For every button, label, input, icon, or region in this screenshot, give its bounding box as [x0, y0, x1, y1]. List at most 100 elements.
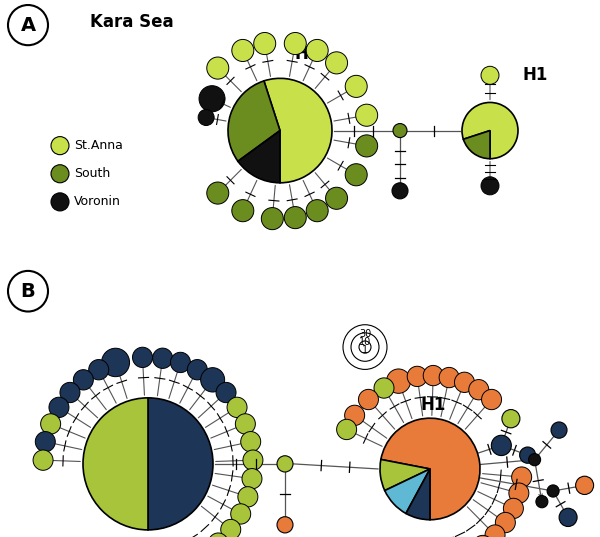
- Circle shape: [520, 447, 536, 463]
- Circle shape: [238, 487, 258, 507]
- Wedge shape: [385, 469, 430, 513]
- Circle shape: [187, 360, 207, 380]
- Circle shape: [227, 397, 247, 417]
- Circle shape: [101, 348, 130, 376]
- Wedge shape: [264, 78, 332, 183]
- Circle shape: [200, 368, 224, 392]
- Circle shape: [89, 360, 109, 380]
- Wedge shape: [406, 469, 430, 520]
- Circle shape: [454, 372, 475, 393]
- Circle shape: [502, 410, 520, 428]
- Circle shape: [221, 519, 241, 537]
- Circle shape: [344, 405, 365, 425]
- Circle shape: [359, 341, 371, 353]
- Circle shape: [33, 450, 53, 470]
- Text: H1: H1: [420, 396, 445, 414]
- Circle shape: [49, 397, 69, 417]
- Wedge shape: [148, 398, 213, 530]
- Text: B: B: [20, 282, 35, 301]
- Circle shape: [469, 380, 489, 400]
- Circle shape: [41, 414, 61, 434]
- Circle shape: [374, 378, 394, 398]
- Circle shape: [345, 164, 367, 186]
- Circle shape: [473, 535, 493, 537]
- Circle shape: [306, 200, 328, 222]
- Wedge shape: [83, 398, 148, 530]
- Circle shape: [306, 39, 328, 62]
- Wedge shape: [380, 460, 430, 491]
- Circle shape: [232, 200, 254, 222]
- Circle shape: [199, 86, 225, 112]
- Wedge shape: [463, 130, 490, 159]
- Circle shape: [207, 57, 229, 79]
- Circle shape: [358, 389, 379, 410]
- Circle shape: [216, 382, 236, 403]
- Text: 30: 30: [359, 329, 371, 339]
- Wedge shape: [228, 81, 280, 161]
- Circle shape: [254, 32, 276, 55]
- Circle shape: [207, 182, 229, 204]
- Circle shape: [575, 476, 593, 495]
- Circle shape: [242, 469, 262, 489]
- Text: H1: H1: [523, 67, 548, 84]
- Circle shape: [35, 432, 55, 452]
- Wedge shape: [238, 130, 280, 183]
- Circle shape: [536, 496, 548, 508]
- Circle shape: [423, 365, 443, 386]
- Circle shape: [73, 369, 94, 390]
- Circle shape: [351, 333, 379, 361]
- Circle shape: [439, 367, 459, 388]
- Circle shape: [326, 52, 347, 74]
- Text: Kara Sea: Kara Sea: [90, 13, 173, 31]
- Circle shape: [512, 467, 532, 487]
- Circle shape: [345, 75, 367, 97]
- Circle shape: [337, 419, 356, 440]
- Circle shape: [133, 347, 152, 367]
- Text: 10: 10: [359, 337, 371, 347]
- Circle shape: [231, 504, 251, 524]
- Circle shape: [503, 498, 523, 519]
- Circle shape: [8, 5, 48, 45]
- Circle shape: [491, 436, 511, 455]
- Circle shape: [277, 456, 293, 472]
- Circle shape: [551, 422, 567, 438]
- Circle shape: [152, 348, 173, 368]
- Circle shape: [386, 369, 410, 393]
- Wedge shape: [462, 103, 518, 159]
- Circle shape: [481, 177, 499, 195]
- Circle shape: [356, 135, 377, 157]
- Circle shape: [51, 193, 69, 211]
- Text: A: A: [20, 16, 35, 34]
- Circle shape: [208, 533, 228, 537]
- Circle shape: [277, 517, 293, 533]
- Circle shape: [198, 110, 214, 126]
- Circle shape: [284, 32, 306, 55]
- Circle shape: [232, 39, 254, 62]
- Circle shape: [496, 512, 515, 533]
- Circle shape: [241, 432, 261, 452]
- Circle shape: [235, 414, 256, 434]
- Circle shape: [60, 382, 80, 403]
- Circle shape: [326, 187, 347, 209]
- Circle shape: [559, 508, 577, 526]
- Wedge shape: [381, 418, 480, 520]
- Text: H2: H2: [295, 45, 320, 63]
- Circle shape: [547, 485, 559, 497]
- Circle shape: [393, 124, 407, 137]
- Circle shape: [356, 104, 377, 126]
- Circle shape: [529, 454, 541, 466]
- Circle shape: [407, 366, 427, 387]
- Circle shape: [482, 389, 502, 410]
- Circle shape: [8, 271, 48, 311]
- Text: 1: 1: [362, 345, 368, 355]
- Circle shape: [485, 525, 505, 537]
- Circle shape: [262, 208, 283, 230]
- Circle shape: [284, 207, 306, 229]
- Circle shape: [343, 325, 387, 369]
- Circle shape: [243, 450, 263, 470]
- Circle shape: [509, 483, 529, 503]
- Text: Voronin: Voronin: [74, 195, 121, 208]
- Circle shape: [481, 66, 499, 84]
- Text: South: South: [74, 167, 110, 180]
- Circle shape: [51, 136, 69, 155]
